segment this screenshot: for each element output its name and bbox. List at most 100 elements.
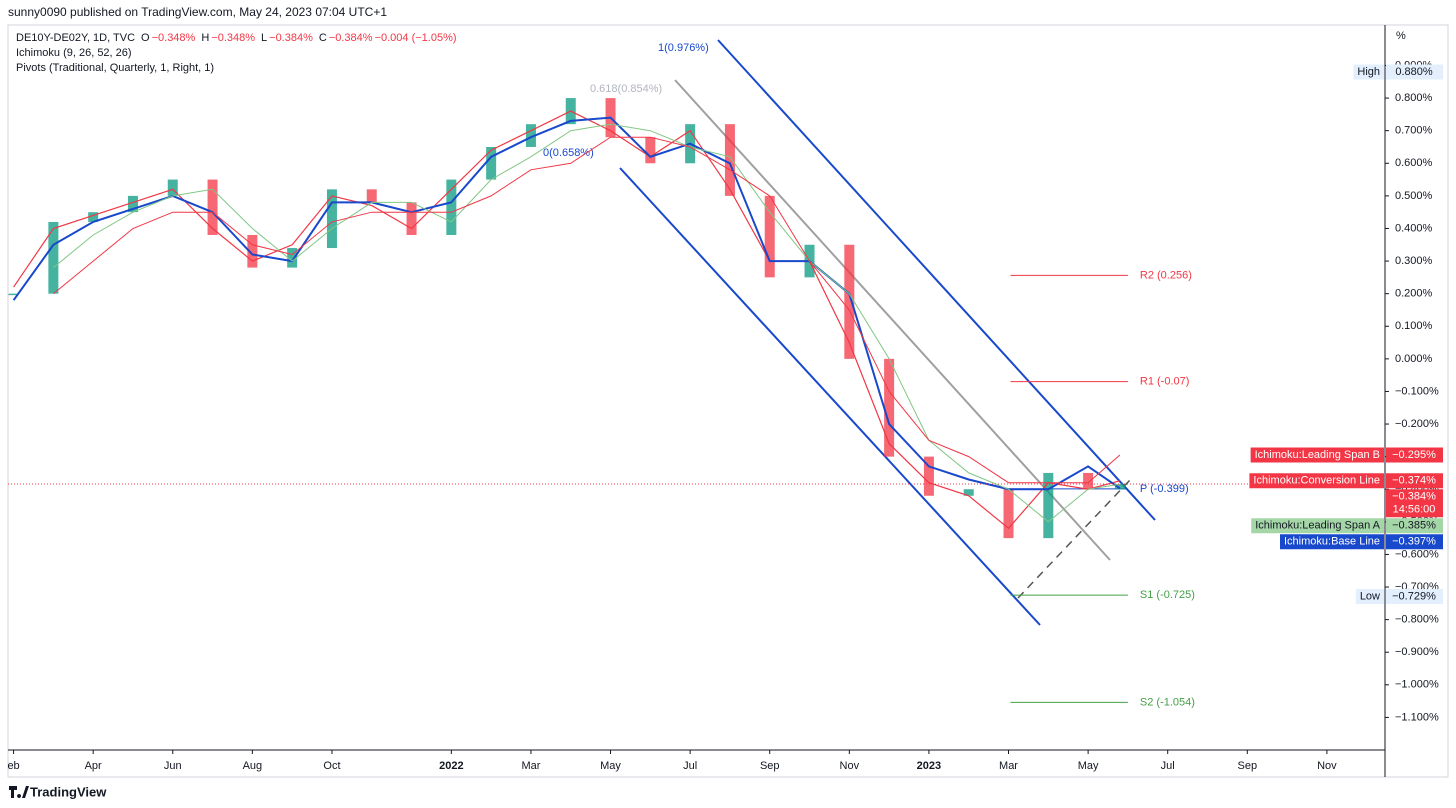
y-axis-label: %: [1396, 30, 1406, 42]
price-label-name: Ichimoku:Conversion Line: [1253, 475, 1380, 487]
pivot-label: P (-0.399): [1140, 483, 1189, 495]
indicator: Ichimoku (9, 26, 52, 26): [16, 47, 132, 59]
ichimoku-line: [53, 136, 1121, 484]
x-tick-label: Nov: [1317, 760, 1337, 772]
x-tick-label: Aug: [243, 760, 263, 772]
ichimoku-line: [53, 123, 1120, 523]
ohlc-key: C: [319, 32, 327, 44]
ohlc-key: O: [141, 32, 150, 44]
pivot-label: R1 (-0.07): [1140, 376, 1190, 388]
x-tick-label: Apr: [85, 760, 102, 772]
y-tick-label: −0.200%: [1395, 418, 1439, 430]
x-tick-label: Mar: [521, 760, 540, 772]
channel-upper: [717, 39, 1156, 521]
fib-label: 0.618(0.854%): [590, 83, 662, 95]
x-tick-label: May: [1078, 760, 1099, 772]
ohlc-value: −0.384%: [269, 32, 313, 44]
published-line: sunny0090 published on TradingView.com, …: [8, 5, 387, 19]
candle: [923, 456, 934, 496]
y-tick-label: 0.000%: [1395, 353, 1433, 365]
ohlc-key: L: [261, 32, 267, 44]
x-tick-label: Jun: [164, 760, 182, 772]
x-tick-label: eb: [7, 760, 19, 772]
ohlc-key: H: [201, 32, 209, 44]
ohlc-value: −0.384%: [329, 32, 373, 44]
plot-area: R2 (0.256) R1 (-0.07) P (-0.399) S1 (-0.725…: [8, 98, 1195, 708]
candle: [247, 234, 258, 268]
logo-icon: [9, 786, 29, 798]
pivot-label: R2 (0.256): [1140, 269, 1192, 281]
y-tick-label: −0.600%: [1395, 548, 1439, 560]
price-label-name-box: [1250, 447, 1384, 463]
price-label-name: High: [1357, 66, 1380, 78]
y-tick-label: 0.100%: [1395, 320, 1433, 332]
price-label-time: 14:56:00: [1393, 504, 1436, 516]
candle: [1043, 472, 1054, 539]
y-tick-label: 0.300%: [1395, 255, 1433, 267]
candle: [1114, 484, 1125, 490]
candle: [8, 293, 19, 296]
trend-line: [674, 79, 1111, 561]
fib-label: 1(0.976%): [658, 42, 709, 54]
x-tick-label: Mar: [999, 760, 1018, 772]
y-tick-label: −0.900%: [1395, 646, 1439, 658]
x-tick-label: Jul: [683, 760, 697, 772]
y-tick-label: −0.100%: [1395, 385, 1439, 397]
price-label-name-box: [1251, 518, 1384, 534]
channel-lower: [619, 167, 1041, 626]
candle: [724, 124, 735, 196]
frame: [7, 24, 1449, 778]
candle: [326, 189, 337, 249]
y-tick-label: −1.100%: [1395, 711, 1439, 723]
candle: [406, 202, 417, 235]
candle: [1003, 489, 1014, 539]
candle: [764, 195, 775, 278]
price-label-box: [1386, 588, 1443, 604]
x-tick-label: Jul: [1161, 760, 1175, 772]
y-tick-label: −1.000%: [1395, 679, 1439, 691]
price-label-name-box: [1353, 64, 1384, 80]
candle: [525, 124, 536, 147]
footer-text: TradingView: [30, 784, 107, 799]
price-label-name-box: [1280, 534, 1384, 550]
candle: [88, 212, 99, 222]
ohlc-value: −0.348%: [211, 32, 255, 44]
price-label-box: [1386, 64, 1443, 80]
y-tick-label: 0.200%: [1395, 288, 1433, 300]
price-label-box: [1386, 518, 1443, 534]
price-label-box: [1386, 447, 1443, 463]
x-tick-label: 2022: [439, 760, 463, 772]
pivot-label: S1 (-0.725): [1140, 589, 1195, 601]
ohlc-value: −0.348%: [152, 32, 196, 44]
ohlc-value: −0.004 (−1.05%): [375, 32, 457, 44]
price-label-name: Ichimoku:Base Line: [1284, 536, 1380, 548]
candle: [844, 244, 855, 359]
y-tick-label: 0.600%: [1395, 157, 1433, 169]
price-label-value: −0.385%: [1392, 520, 1436, 532]
candle: [48, 221, 59, 294]
x-tick-label: Sep: [760, 760, 780, 772]
price-label-box: [1386, 534, 1443, 550]
price-label-value: −0.729%: [1392, 590, 1436, 602]
y-tick-label: 0.800%: [1395, 92, 1433, 104]
ichimoku-line: [13, 110, 1121, 530]
candle: [963, 489, 974, 496]
y-tick-label: 0.400%: [1395, 222, 1433, 234]
x-tick-label: 2023: [917, 760, 941, 772]
indicator: Pivots (Traditional, Quarterly, 1, Right…: [16, 62, 214, 74]
symbol-line: DE10Y-DE02Y, 1D, TVC O −0.348% H −0.348% L −0.…: [16, 32, 457, 44]
candle: [127, 195, 138, 213]
ichimoku-line: [12, 116, 1121, 491]
price-label-name: Ichimoku:Leading Span B: [1255, 449, 1380, 461]
symbol: DE10Y-DE02Y, 1D, TVC: [16, 32, 135, 44]
price-label-name: Low: [1360, 590, 1380, 602]
candle: [207, 179, 218, 235]
price-label-box: [1386, 489, 1443, 518]
price-label-value: −0.397%: [1392, 536, 1436, 548]
candle: [1083, 472, 1094, 490]
x-tick-label: Sep: [1238, 760, 1258, 772]
price-label-name-box: [1355, 588, 1384, 604]
candle: [446, 179, 457, 235]
